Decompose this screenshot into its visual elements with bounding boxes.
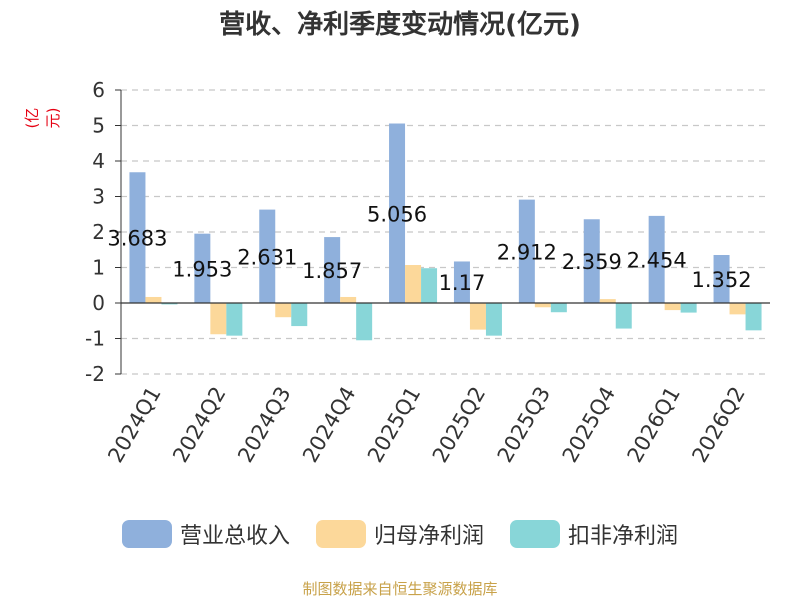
bar-deducted-net-profit bbox=[291, 303, 308, 327]
bar-revenue bbox=[453, 261, 470, 303]
bar-deducted-net-profit bbox=[421, 268, 438, 303]
legend-item-deducted-net-profit[interactable]: 扣非净利润 bbox=[510, 518, 678, 550]
data-label: 3.683 bbox=[107, 227, 167, 251]
y-tick-label: -2 bbox=[85, 362, 105, 386]
legend-label-deducted-net-profit: 扣非净利润 bbox=[568, 524, 679, 549]
bar-revenue bbox=[713, 255, 730, 303]
bar-revenue bbox=[194, 233, 211, 303]
bar-deducted-net-profit bbox=[745, 303, 762, 331]
y-tick-label: 3 bbox=[92, 185, 105, 209]
chart-legend: 营业总收入 归母净利润 扣非净利润 bbox=[0, 518, 800, 550]
x-tick-label: 2026Q1 bbox=[623, 383, 685, 467]
bar-parent-net-profit bbox=[275, 303, 292, 318]
x-tick-label: 2025Q2 bbox=[428, 383, 490, 467]
bar-revenue bbox=[648, 215, 665, 303]
legend-swatch-deducted-net-profit bbox=[510, 520, 560, 548]
chart-title: 营收、净利季度变动情况(亿元) bbox=[219, 10, 581, 40]
y-tick-label: 0 bbox=[92, 291, 105, 315]
legend-item-parent-net-profit[interactable]: 归母净利润 bbox=[315, 518, 484, 550]
bar-parent-net-profit bbox=[729, 303, 746, 315]
bar-parent-net-profit bbox=[664, 303, 681, 311]
bar-parent-net-profit bbox=[340, 296, 357, 303]
data-label: 1.857 bbox=[302, 259, 362, 283]
legend-swatch-parent-net-profit bbox=[315, 520, 366, 548]
y-tick-label: 4 bbox=[92, 149, 105, 173]
x-tick-label: 2024Q3 bbox=[233, 383, 295, 467]
x-tick-label: 2024Q4 bbox=[298, 383, 360, 467]
bar-deducted-net-profit bbox=[161, 303, 178, 305]
x-tick-label: 2024Q1 bbox=[103, 383, 165, 467]
x-tick-label: 2025Q4 bbox=[558, 383, 620, 467]
bar-revenue bbox=[259, 209, 276, 303]
data-label: 2.454 bbox=[627, 248, 687, 272]
data-source-note: 制图数据来自恒生聚源数据库 bbox=[302, 580, 498, 598]
legend-swatch-revenue bbox=[121, 520, 172, 548]
bar-parent-net-profit bbox=[145, 296, 162, 303]
bar-parent-net-profit bbox=[534, 303, 551, 308]
bar-deducted-net-profit bbox=[615, 303, 632, 329]
bar-deducted-net-profit bbox=[226, 303, 243, 336]
bar-revenue bbox=[129, 172, 146, 303]
x-tick-label: 2025Q1 bbox=[363, 383, 425, 467]
data-label: 5.056 bbox=[367, 202, 427, 226]
bar-parent-net-profit bbox=[405, 265, 422, 303]
y-tick-label: 5 bbox=[92, 114, 105, 138]
bar-revenue bbox=[324, 237, 341, 303]
data-label: 2.359 bbox=[562, 250, 622, 274]
y-tick-label: -1 bbox=[85, 327, 105, 351]
data-label: 2.912 bbox=[497, 240, 557, 264]
bar-deducted-net-profit bbox=[356, 303, 373, 341]
bar-revenue bbox=[583, 219, 600, 303]
y-tick-label: 1 bbox=[92, 256, 105, 280]
data-label: 1.17 bbox=[439, 271, 486, 295]
x-tick-label: 2026Q2 bbox=[687, 383, 749, 467]
bar-parent-net-profit bbox=[599, 299, 616, 303]
legend-label-parent-net-profit: 归母净利润 bbox=[373, 524, 484, 549]
data-label: 1.352 bbox=[691, 268, 751, 292]
bar-deducted-net-profit bbox=[680, 303, 697, 313]
bar-parent-net-profit bbox=[210, 303, 227, 335]
data-label: 2.631 bbox=[237, 245, 297, 269]
y-tick-label: 6 bbox=[92, 78, 105, 102]
legend-label-revenue: 营业总收入 bbox=[179, 524, 290, 549]
legend-item-revenue[interactable]: 营业总收入 bbox=[121, 518, 290, 550]
bar-deducted-net-profit bbox=[485, 303, 502, 336]
bar-deducted-net-profit bbox=[550, 303, 567, 313]
bar-revenue bbox=[518, 199, 535, 303]
y-tick-label: 2 bbox=[92, 220, 105, 244]
data-label: 1.953 bbox=[172, 257, 232, 281]
bar-revenue bbox=[389, 123, 406, 304]
x-tick-label: 2025Q3 bbox=[493, 383, 555, 467]
x-tick-label: 2024Q2 bbox=[168, 383, 230, 467]
bar-parent-net-profit bbox=[469, 303, 486, 330]
